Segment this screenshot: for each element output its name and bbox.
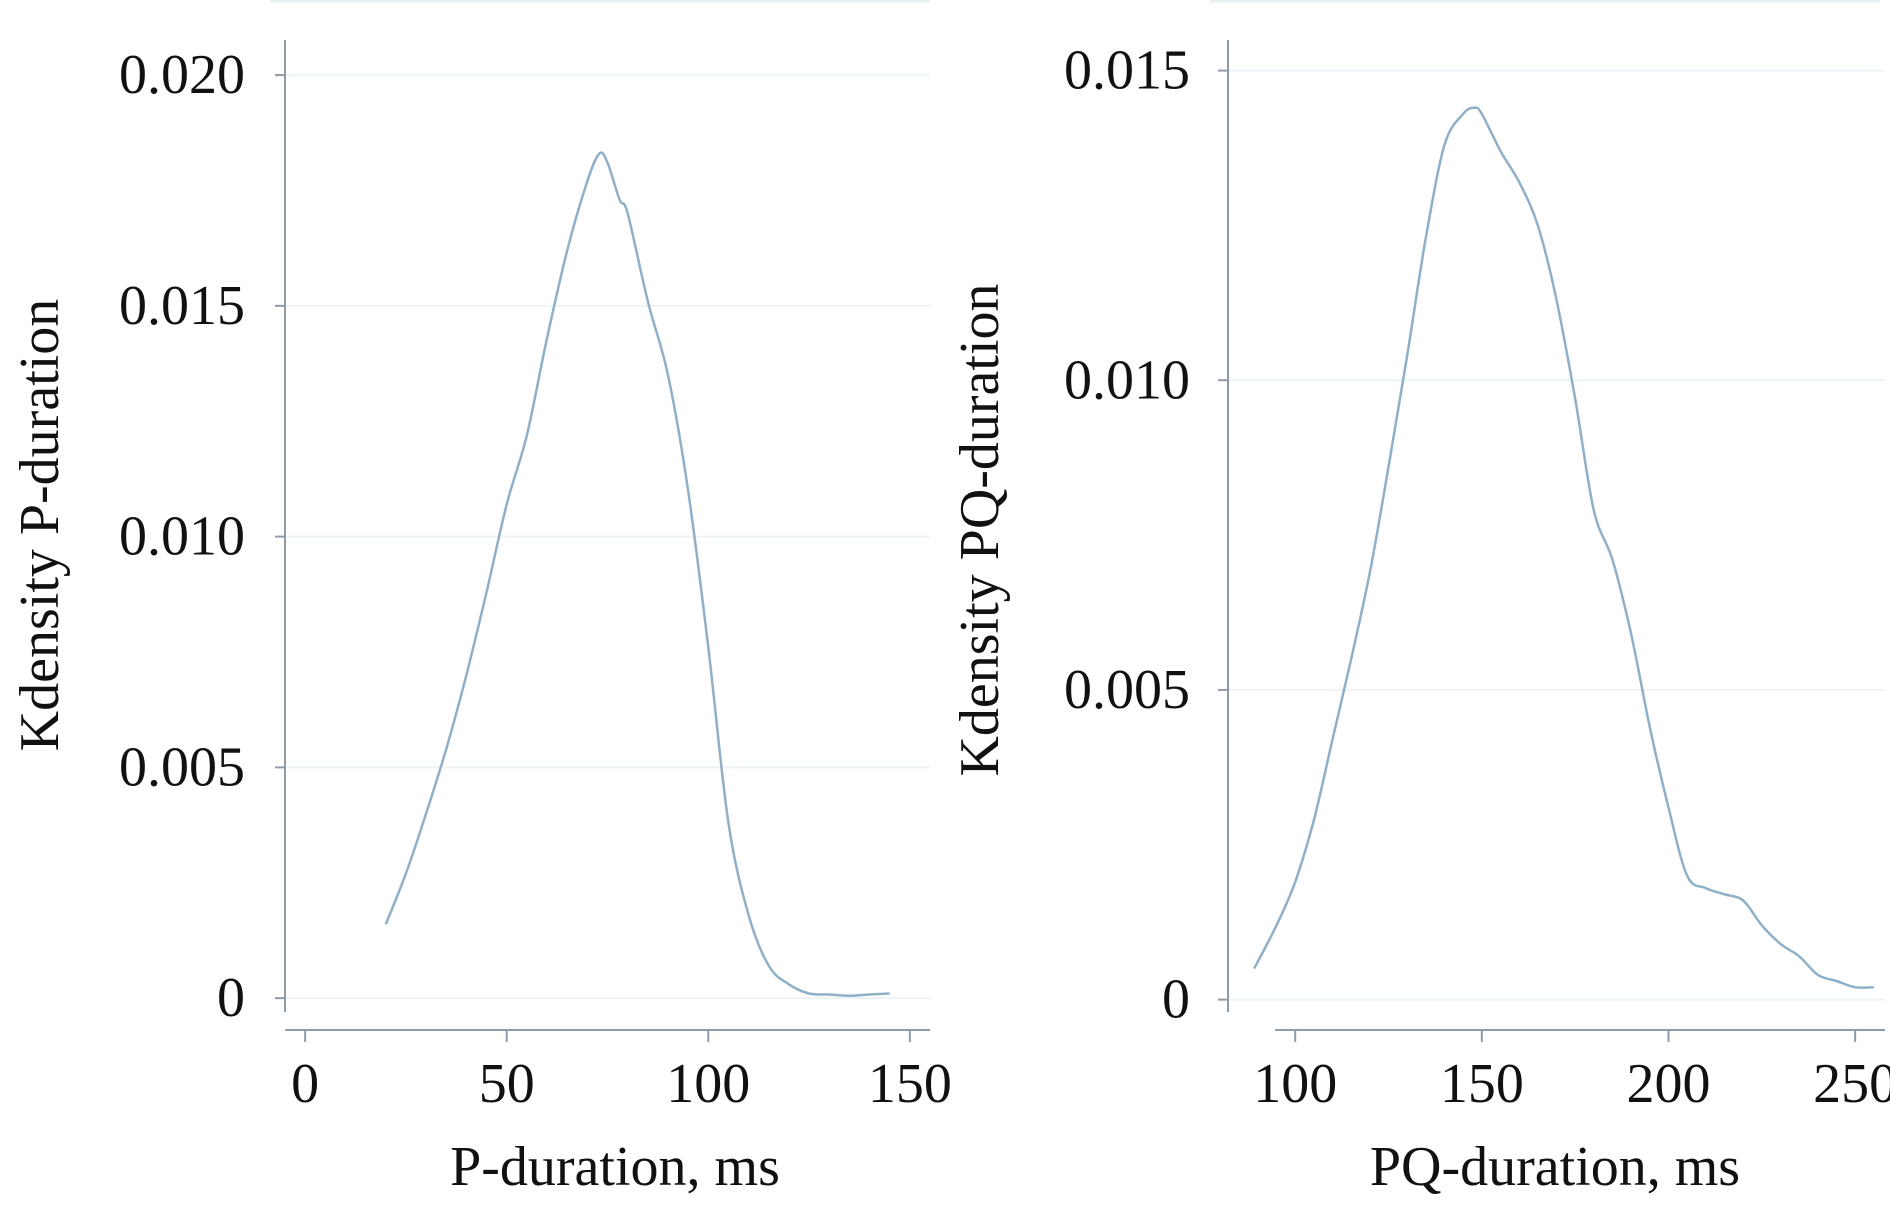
left-y-axis-title: Kdensity P-duration [9, 299, 71, 752]
left-x-tick-label-100: 100 [666, 1053, 750, 1115]
right-y-tick-label-0-005: 0.005 [1064, 659, 1190, 721]
left-y-tick-label-0-005: 0.005 [119, 736, 245, 798]
left-x-tick-label-0: 0 [291, 1053, 319, 1115]
right-x-axis-title: PQ-duration, ms [1370, 1136, 1740, 1198]
right-x-tick-label-100: 100 [1253, 1053, 1337, 1115]
right-density-panel: 0 0.005 0.010 0.015 100 150 200 250 PQ-duration,… [949, 40, 1890, 1198]
right-y-tick-label-0-015: 0.015 [1064, 40, 1190, 102]
left-x-tick-label-50: 50 [479, 1053, 535, 1115]
left-density-panel: 0 0.005 0.010 0.015 0.020 0 50 100 150 P-duration… [9, 40, 952, 1198]
right-density-curve [1252, 106, 1874, 989]
left-x-tick-label-150: 150 [868, 1053, 952, 1115]
right-x-tick-label-250: 250 [1813, 1053, 1890, 1115]
left-density-curve [384, 151, 890, 998]
right-x-tick-label-200: 200 [1626, 1053, 1710, 1115]
left-y-tick-label-0-015: 0.015 [119, 275, 245, 337]
right-x-tick-label-150: 150 [1440, 1053, 1524, 1115]
left-y-tick-label-0-02: 0.020 [119, 44, 245, 106]
left-y-tick-label-0-01: 0.010 [119, 506, 245, 568]
right-y-tick-label-0-01: 0.010 [1064, 349, 1190, 411]
left-y-tick-label-0: 0 [217, 967, 245, 1029]
left-x-axis-title: P-duration, ms [450, 1136, 780, 1198]
right-y-axis-title: Kdensity PQ-duration [949, 283, 1011, 776]
right-y-tick-label-0: 0 [1162, 969, 1190, 1031]
